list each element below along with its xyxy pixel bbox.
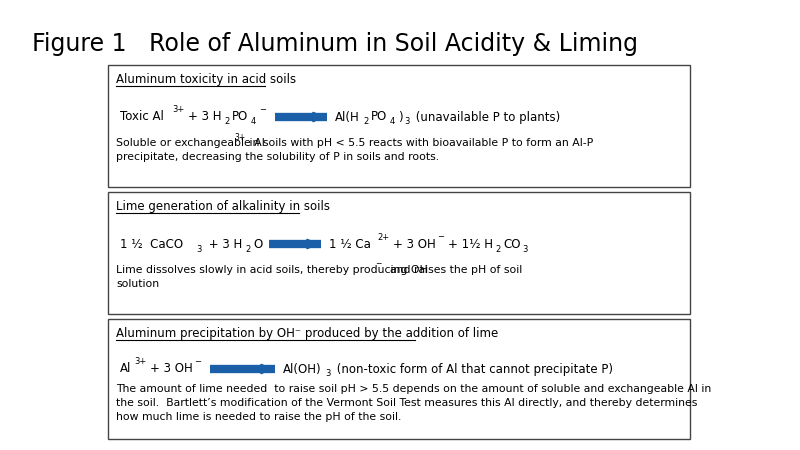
Text: −: − [375, 260, 382, 269]
Text: in soils with pH < 5.5 reacts with bioavailable P to form an Al-P: in soils with pH < 5.5 reacts with bioav… [246, 138, 594, 148]
Text: 3+: 3+ [134, 357, 146, 366]
Text: precipitate, decreasing the solubility of P in soils and roots.: precipitate, decreasing the solubility o… [116, 152, 439, 162]
Text: + 3 H: + 3 H [205, 238, 242, 251]
Text: −: − [259, 105, 266, 114]
Text: Aluminum toxicity in acid soils: Aluminum toxicity in acid soils [116, 73, 296, 86]
Text: PO: PO [371, 111, 387, 123]
Text: Lime dissolves slowly in acid soils, thereby producing OH: Lime dissolves slowly in acid soils, the… [116, 265, 428, 275]
Text: 3: 3 [196, 244, 202, 253]
Text: −: − [437, 233, 444, 242]
Text: 1 ½ Ca: 1 ½ Ca [329, 238, 371, 251]
Text: 3: 3 [325, 369, 330, 378]
Bar [108, 319, 690, 439]
Text: 4: 4 [390, 117, 395, 126]
Text: Lime generation of alkalinity in soils: Lime generation of alkalinity in soils [116, 200, 330, 213]
Text: 2: 2 [495, 244, 500, 253]
Text: O: O [253, 238, 262, 251]
Bar [108, 65, 690, 187]
Text: 2: 2 [363, 117, 368, 126]
Text: Soluble or exchangeable Al: Soluble or exchangeable Al [116, 138, 265, 148]
Text: 2: 2 [245, 244, 250, 253]
Text: ): ) [398, 111, 402, 123]
Text: 4: 4 [251, 117, 256, 126]
Text: and raises the pH of soil: and raises the pH of soil [383, 265, 522, 275]
Bar [108, 192, 690, 314]
Text: −: − [194, 357, 201, 366]
Text: how much lime is needed to raise the pH of the soil.: how much lime is needed to raise the pH … [116, 412, 402, 422]
Text: PO: PO [232, 111, 248, 123]
Text: + 3 OH: + 3 OH [393, 238, 436, 251]
Text: Al(H: Al(H [335, 111, 360, 123]
Text: Al: Al [120, 363, 131, 375]
Text: Figure 1   Role of Aluminum in Soil Acidity & Liming: Figure 1 Role of Aluminum in Soil Acidit… [32, 32, 638, 56]
Text: + 1½ H: + 1½ H [448, 238, 493, 251]
Text: + 3 H: + 3 H [188, 111, 222, 123]
Text: 1 ½  CaCO: 1 ½ CaCO [120, 238, 183, 251]
Text: 3: 3 [404, 117, 410, 126]
Text: (unavailable P to plants): (unavailable P to plants) [412, 111, 560, 123]
Text: 2: 2 [224, 117, 230, 126]
Text: (non-toxic form of Al that cannot precipitate P): (non-toxic form of Al that cannot precip… [333, 363, 613, 375]
Text: CO: CO [503, 238, 521, 251]
Text: Aluminum precipitation by OH⁻ produced by the addition of lime: Aluminum precipitation by OH⁻ produced b… [116, 327, 498, 340]
Text: 3+: 3+ [172, 105, 184, 114]
Text: Toxic Al: Toxic Al [120, 111, 164, 123]
Text: solution: solution [116, 279, 159, 289]
Text: + 3 OH: + 3 OH [150, 363, 193, 375]
Text: The amount of lime needed  to raise soil pH > 5.5 depends on the amount of solub: The amount of lime needed to raise soil … [116, 384, 711, 394]
Text: 3+: 3+ [234, 132, 246, 141]
Text: 2+: 2+ [377, 233, 389, 242]
Text: the soil.  Bartlett’s modification of the Vermont Soil Test measures this Al dir: the soil. Bartlett’s modification of the… [116, 398, 698, 408]
Text: 3: 3 [522, 244, 527, 253]
Text: Al(OH): Al(OH) [283, 363, 322, 375]
